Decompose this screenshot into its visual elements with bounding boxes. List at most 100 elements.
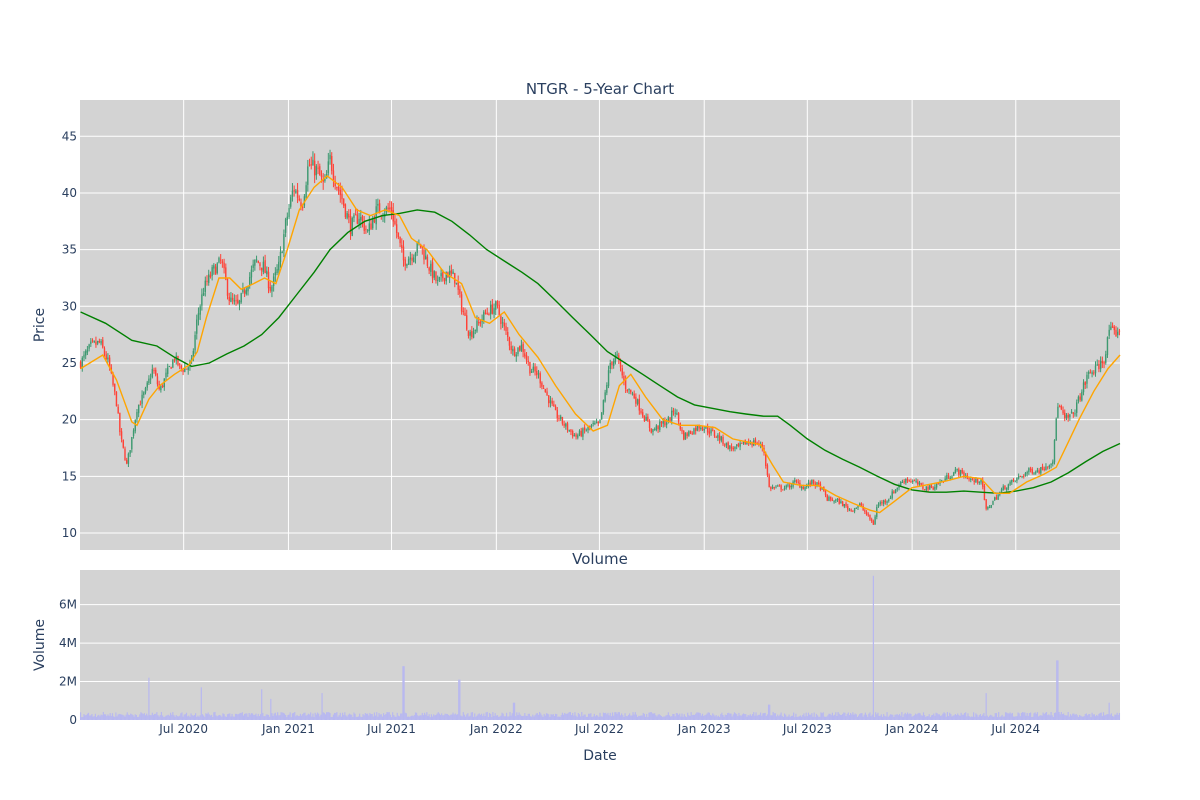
candle-body (672, 410, 675, 413)
volume-bar (1073, 713, 1075, 720)
volume-bar (821, 713, 823, 720)
volume-bar (667, 712, 669, 720)
candle-body (553, 404, 555, 407)
candle-body (1074, 413, 1076, 415)
candle-body (505, 326, 507, 332)
volume-bar (436, 713, 438, 720)
candle-body (1113, 327, 1116, 331)
volume-bar (853, 714, 855, 720)
volume-bar (772, 711, 774, 720)
volume-bar (148, 677, 150, 720)
volume-bar (490, 713, 492, 720)
candle-body (471, 330, 473, 337)
candle-body (987, 506, 989, 509)
volume-bar (793, 712, 795, 720)
candle-body (599, 419, 601, 423)
candle-body (457, 281, 459, 290)
volume-bar (191, 715, 193, 720)
candle-body (1007, 484, 1010, 489)
volume-bar (550, 714, 552, 720)
candle-body (951, 476, 953, 479)
volume-bar (108, 715, 110, 720)
volume-bar (771, 715, 773, 720)
candle-body (476, 320, 478, 332)
candle-body (452, 271, 454, 274)
volume-bar (671, 716, 673, 720)
volume-bar (232, 716, 234, 720)
volume-bar (672, 713, 674, 720)
candle-body (409, 257, 412, 260)
candle-body (614, 356, 617, 363)
candle-body (527, 360, 529, 363)
candle-body (308, 164, 311, 166)
x-tick-label: Jul 2024 (990, 722, 1040, 736)
volume-bar (681, 713, 683, 720)
volume-bar (348, 713, 350, 720)
volume-bar (627, 714, 630, 720)
candle-body (119, 413, 121, 433)
volume-bar (496, 715, 499, 720)
volume-bar (572, 712, 574, 720)
volume-bar (534, 715, 536, 720)
volume-bar (340, 716, 343, 720)
volume-bar (513, 702, 516, 720)
candle-body (1058, 406, 1061, 408)
volume-bar (1010, 713, 1012, 720)
volume-bar (741, 714, 743, 720)
volume-bar (894, 714, 896, 720)
volume-bar (462, 712, 464, 720)
volume-bar (614, 712, 616, 720)
volume-bar (583, 714, 585, 720)
volume-bar (832, 715, 835, 720)
volume-bar (706, 713, 708, 720)
volume-bar (405, 713, 407, 720)
candle-body (988, 507, 991, 509)
candle-body (406, 264, 408, 267)
candle-body (976, 478, 979, 483)
candle-body (561, 416, 564, 424)
candle-body (653, 429, 656, 431)
volume-bar (253, 714, 255, 720)
candle-body (255, 259, 258, 261)
volume-bar (790, 715, 792, 720)
volume-bar (725, 714, 728, 720)
candle-body (884, 500, 887, 503)
volume-bar (349, 714, 352, 720)
volume-bar (310, 712, 312, 720)
volume-bar (764, 712, 766, 720)
candle-body (105, 354, 107, 360)
candle-body (365, 228, 367, 230)
volume-bar (556, 714, 558, 720)
volume-bar (295, 716, 297, 720)
volume-bar (595, 715, 598, 720)
volume-bar (158, 716, 160, 720)
candle-body (1012, 479, 1015, 481)
candle-body (266, 270, 268, 275)
volume-bar (658, 714, 660, 720)
volume-bar (173, 715, 175, 720)
volume-bar (117, 714, 119, 720)
volume-bar (503, 716, 505, 720)
volume-bar (750, 715, 753, 720)
volume-bar (973, 712, 975, 720)
candle-body (826, 495, 828, 501)
candle-body (315, 166, 318, 176)
volume-bar (813, 712, 815, 720)
volume-bar (1009, 712, 1011, 720)
volume-bar (527, 713, 529, 720)
volume-bar (796, 716, 798, 720)
candle-body (334, 180, 336, 187)
candle-body (541, 382, 543, 387)
volume-bar (311, 716, 313, 720)
volume-bar (369, 712, 371, 720)
volume-bar (715, 714, 717, 720)
volume-bar (616, 713, 618, 720)
volume-bar (843, 712, 845, 720)
candle-body (201, 294, 203, 306)
candle-body (783, 487, 786, 490)
candle-body (566, 423, 569, 431)
candle-body (597, 421, 599, 424)
volume-bar (629, 713, 631, 720)
volume-bar (558, 716, 560, 720)
volume-bar (102, 711, 104, 720)
